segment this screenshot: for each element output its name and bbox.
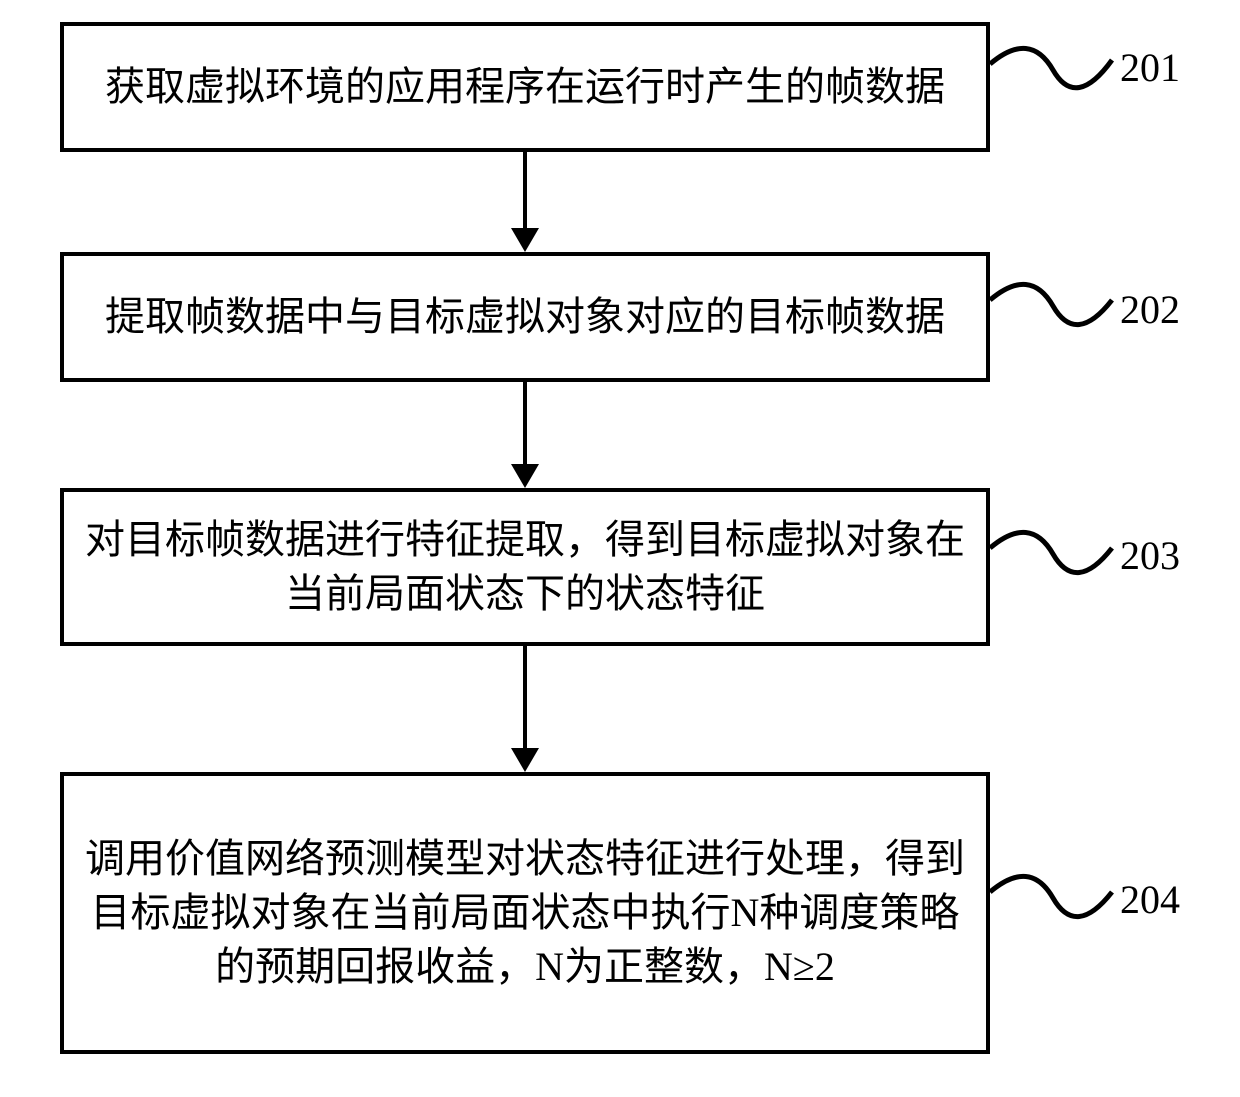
- flowchart-canvas: 获取虚拟环境的应用程序在运行时产生的帧数据 201 提取帧数据中与目标虚拟对象对…: [0, 0, 1240, 1097]
- step-label-204: 204: [1120, 876, 1180, 923]
- callout-4-curve: [0, 0, 1240, 1097]
